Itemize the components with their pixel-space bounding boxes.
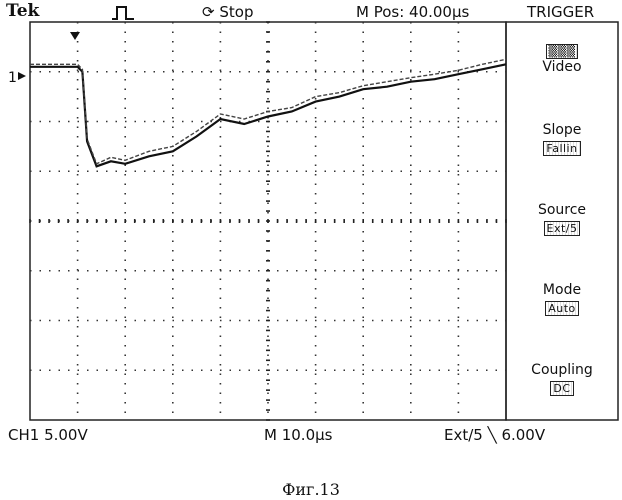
channel-1-marker: 1	[8, 70, 26, 86]
coupling-value: DC	[550, 381, 573, 396]
status-header: Tek ⟳ Stop M Pos: 40.00µs TRIGGER	[0, 0, 622, 24]
type-value-box: ▒▒▒	[546, 44, 579, 59]
status-footer: CH1 5.00V M 10.0µs Ext/5 ╲ 6.00V	[0, 426, 622, 448]
mode-value: Auto	[545, 301, 579, 316]
coupling-label: Coupling	[506, 362, 618, 378]
run-status: ⟳ Stop	[202, 3, 253, 21]
pulse-icon	[112, 5, 134, 21]
trigger-level: 6.00V	[501, 426, 545, 444]
source-value: Ext/5	[544, 221, 581, 236]
menu-source-button[interactable]: Source Ext/5	[506, 182, 618, 260]
menu-type-button[interactable]: ▒▒▒ Video	[506, 22, 618, 100]
waveform-trace-2	[30, 59, 506, 164]
channel-scale: CH1 5.00V	[8, 426, 88, 444]
mode-label: Mode	[506, 282, 618, 298]
falling-edge-icon: ╲	[488, 426, 497, 444]
trigger-readout: Ext/5 ╲ 6.00V	[444, 426, 545, 444]
menu-coupling-button[interactable]: Coupling DC	[506, 342, 618, 420]
menu-title: TRIGGER	[527, 3, 594, 21]
run-status-label: Stop	[219, 3, 253, 21]
menu-mode-button[interactable]: Mode Auto	[506, 262, 618, 340]
figure-caption: Фиг.13	[0, 480, 622, 499]
source-label: Source	[506, 202, 618, 218]
type-value-label: Video	[506, 59, 618, 75]
down-triangle-icon	[70, 32, 80, 40]
m-pos-readout: M Pos: 40.00µs	[356, 3, 469, 21]
menu-slope-button[interactable]: Slope Fallin	[506, 102, 618, 180]
trigger-source: Ext/5	[444, 426, 483, 444]
channel-marker-label: 1	[8, 70, 17, 86]
stop-circle-icon: ⟳	[202, 3, 215, 21]
trigger-menu: ▒▒▒ Video Slope Fallin Source Ext/5 Mode…	[506, 22, 618, 420]
graticule-grid	[30, 22, 506, 420]
brand-logo: Tek	[6, 1, 39, 21]
slope-label: Slope	[506, 122, 618, 138]
waveform-traces	[30, 59, 506, 166]
timebase-readout: M 10.0µs	[264, 426, 332, 444]
slope-value: Fallin	[543, 141, 580, 156]
